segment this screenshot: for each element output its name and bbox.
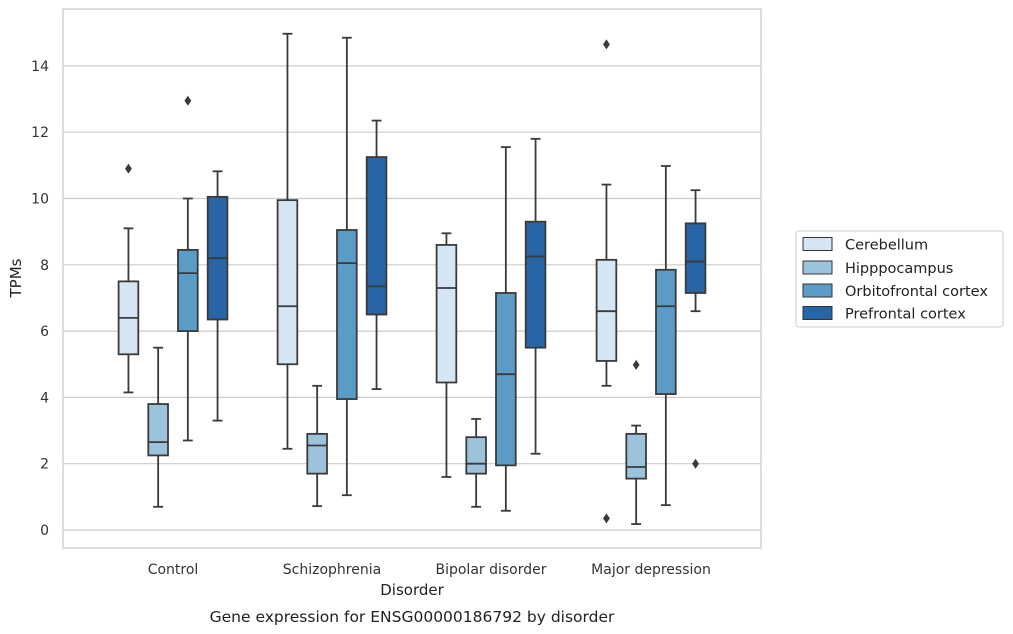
plot-frame	[62, 8, 762, 549]
x-tick-label: Control	[148, 562, 199, 578]
x-tick-label: Schizophrenia	[283, 562, 381, 578]
box-orbitofrontal-cortex-major-depression	[655, 165, 677, 507]
x-tick-labels: Control Schizophrenia Bipolar disorder Majo…	[148, 562, 711, 578]
box-body	[524, 220, 547, 349]
legend-item: Hipppocampus	[802, 260, 953, 277]
outlier-point	[603, 39, 610, 50]
outlier-point	[692, 458, 699, 469]
y-tick-label: 6	[40, 324, 49, 340]
box-cerebellum-major-depression	[595, 39, 618, 524]
legend-label: Hipppocampus	[845, 261, 953, 277]
box-body	[435, 244, 458, 384]
box-body	[177, 248, 199, 333]
box-orbitofrontal-cortex-control	[177, 95, 199, 442]
box-prefrontal-cortex-schizophrenia	[365, 119, 388, 391]
box-body	[465, 436, 487, 475]
outlier-point	[632, 359, 640, 370]
box-body	[655, 268, 677, 395]
box-cerebellum-bipolar-disorder	[435, 232, 458, 478]
legend-label: Cerebellum	[845, 238, 928, 254]
box-orbitofrontal-cortex-schizophrenia	[336, 36, 358, 497]
y-axis-label: TPMs	[7, 258, 25, 298]
box-cerebellum-control	[117, 163, 140, 394]
box-body	[684, 222, 707, 294]
box-body	[495, 292, 517, 467]
outlier-point	[184, 95, 192, 106]
legend-swatch	[802, 237, 833, 251]
box-hipppocampus-control	[147, 346, 169, 508]
legend-swatch	[802, 306, 833, 320]
x-axis-label: Disorder	[380, 581, 444, 599]
box-body	[365, 156, 388, 316]
box-body	[276, 199, 299, 366]
y-tick-labels: 0 2 4 6 8 10 12 14	[31, 59, 49, 539]
x-tick-label: Bipolar disorder	[435, 562, 546, 578]
box-orbitofrontal-cortex-bipolar-disorder	[495, 146, 517, 512]
box-cerebellum-schizophrenia	[276, 32, 299, 450]
legend-item: Orbitofrontal cortex	[802, 283, 988, 300]
box-hipppocampus-schizophrenia	[306, 384, 328, 508]
box-hipppocampus-bipolar-disorder	[465, 418, 487, 508]
box-body	[625, 432, 647, 480]
y-tick-label: 8	[40, 258, 49, 274]
y-tick-label: 14	[31, 59, 49, 75]
box-prefrontal-cortex-major-depression	[684, 189, 707, 469]
y-tick-label: 2	[40, 457, 49, 473]
legend-label: Prefrontal cortex	[845, 307, 966, 323]
legend-swatch	[802, 283, 833, 298]
y-tick-label: 0	[40, 523, 49, 539]
legend: Cerebellum Hipppocampus Orbitofrontal cort…	[795, 230, 1004, 328]
legend-frame	[795, 230, 1004, 328]
y-tick-label: 10	[31, 192, 49, 208]
outlier-point	[603, 513, 610, 524]
box-prefrontal-cortex-bipolar-disorder	[524, 137, 547, 455]
box-prefrontal-cortex-control	[206, 170, 229, 422]
y-tick-label: 12	[31, 125, 49, 141]
legend-item: Prefrontal cortex	[802, 306, 966, 323]
box-hipppocampus-major-depression	[625, 359, 647, 525]
box-body	[306, 432, 328, 475]
outlier-point	[125, 163, 132, 174]
box-body	[336, 229, 358, 400]
box-body	[147, 403, 169, 457]
y-tick-label: 4	[40, 390, 49, 406]
x-tick-label: Major depression	[591, 562, 711, 578]
legend-swatch	[802, 260, 833, 275]
boxes	[117, 32, 707, 525]
legend-item: Cerebellum	[802, 237, 928, 254]
legend-label: Orbitofrontal cortex	[845, 284, 988, 300]
chart-caption: Gene expression for ENSG00000186792 by d…	[210, 608, 615, 626]
